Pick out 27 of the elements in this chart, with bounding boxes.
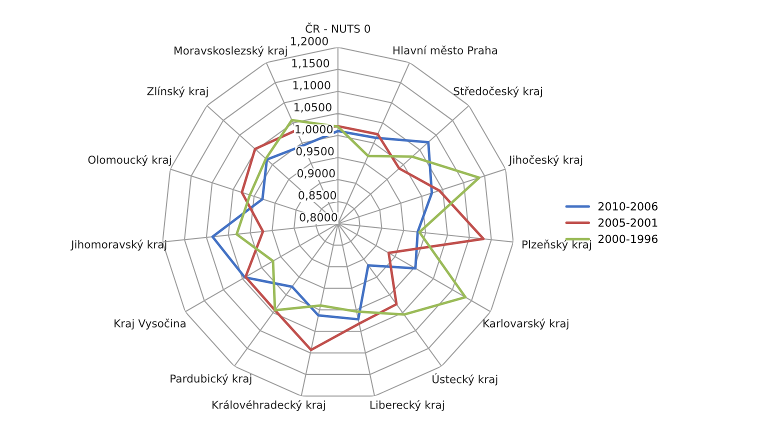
spoke-label: ČR - NUTS 0 — [306, 22, 370, 33]
spoke-label: Královéhradecký kraj — [212, 400, 325, 412]
y-tick-label: 0,8000 — [300, 213, 338, 223]
legend-label: 2000-1996 — [598, 234, 658, 244]
legend-label: 2005-2001 — [598, 218, 658, 227]
y-tick-label: 1,2000 — [291, 36, 328, 47]
spoke-label: Kraj Vysočina — [114, 318, 186, 330]
y-tick-label: 1,0500 — [294, 103, 332, 113]
spoke-label: Jihočeský kraj — [508, 155, 582, 166]
y-tick-label: 1,1500 — [292, 58, 330, 69]
y-tick-label: 1,1000 — [293, 81, 330, 91]
spoke-label: Jihomoravský kraj — [70, 240, 166, 251]
spoke-label: Pardubický kraj — [170, 374, 252, 385]
spoke-label: Hlavní město Praha — [393, 46, 498, 54]
y-tick-label: 0,9000 — [297, 169, 335, 179]
spoke-label: Zlínský kraj — [147, 86, 208, 98]
spoke-label: Liberecký kraj — [370, 400, 444, 412]
spoke-label: Olomoucký kraj — [88, 155, 171, 166]
spoke-label: Plzeňský kraj — [522, 240, 591, 251]
legend-label: 2010-2006 — [598, 202, 658, 211]
spoke-label: Středočeský kraj — [454, 86, 542, 98]
spoke-label: Ústecký kraj — [432, 373, 498, 386]
y-tick-label: 1,0000 — [296, 125, 333, 135]
spoke-label: Moravskoslezský kraj — [174, 46, 287, 57]
y-tick-label: 0,8500 — [298, 191, 336, 201]
y-tick-label: 0,9500 — [296, 147, 334, 157]
spoke-label: Karlovarský kraj — [483, 318, 568, 330]
